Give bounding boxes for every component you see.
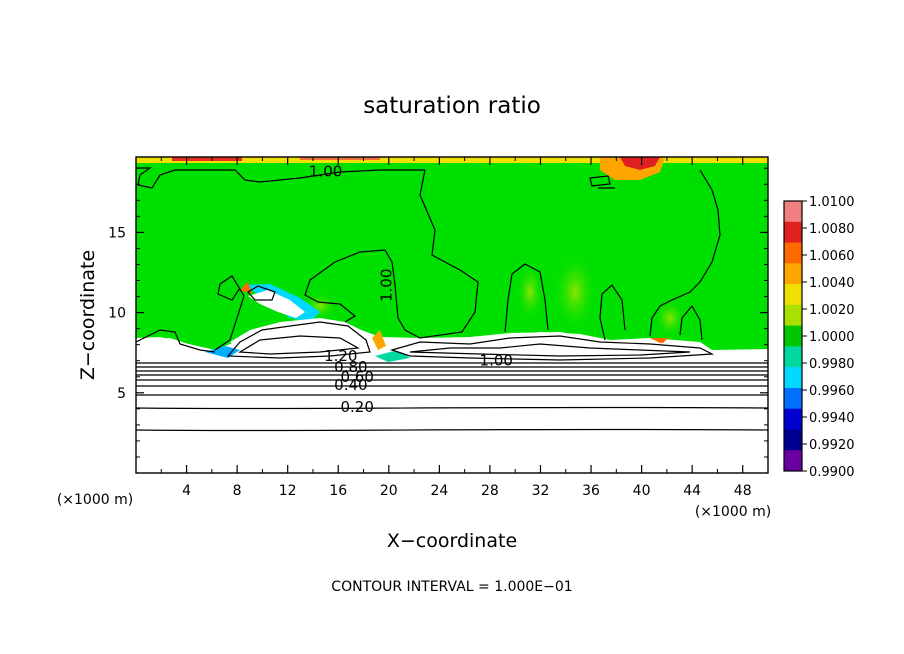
orange-fringe xyxy=(372,330,386,350)
x-tick-label: 12 xyxy=(279,483,297,499)
colorbar-swatch xyxy=(784,367,802,389)
colorbar-label: 1.0040 xyxy=(809,276,855,291)
x-tick-label: 28 xyxy=(481,483,499,499)
colorbar-label: 1.0000 xyxy=(809,330,855,345)
contour-line xyxy=(136,167,425,189)
colorbar-swatch xyxy=(784,284,802,306)
y-tick-label: 10 xyxy=(108,306,126,322)
orange-fringe xyxy=(650,338,668,344)
x-unit-right: (×1000 m) xyxy=(695,504,771,520)
contour-line xyxy=(136,366,768,368)
plot-frame xyxy=(135,156,769,474)
top-strip xyxy=(136,157,768,163)
contour-label: 1.00 xyxy=(309,162,342,180)
contour-label: 1.00 xyxy=(377,269,395,302)
x-axis-ticks: 4 8 12 16 20 24 28 32 36 40 44 48 xyxy=(160,157,752,499)
colorbar-label: 1.0080 xyxy=(809,222,855,237)
x-unit-left: (×1000 m) xyxy=(57,492,133,508)
colorbar-swatch xyxy=(784,242,802,264)
colorbar-label: 1.0020 xyxy=(809,303,855,318)
contour-line xyxy=(136,374,768,376)
cloud-blob xyxy=(136,338,200,356)
colorbar-swatch xyxy=(784,429,802,451)
x-tick-label: 40 xyxy=(633,483,651,499)
x-tick-label: 20 xyxy=(380,483,398,499)
x-tick-label: 24 xyxy=(430,483,448,499)
colorbar-swatch xyxy=(784,221,802,244)
contour-line xyxy=(589,175,611,187)
contour-line xyxy=(136,394,768,396)
colorbar-label: 0.9960 xyxy=(809,384,855,399)
colorbar-label: 1.0060 xyxy=(809,249,855,264)
contour-label: 1.00 xyxy=(480,352,513,370)
contour-line xyxy=(679,304,703,341)
colorbar-label: 0.9920 xyxy=(809,438,855,453)
contour-line xyxy=(649,169,721,337)
y-axis-ticks: 5 10 15 xyxy=(108,167,768,458)
colorbar: 1.0100 1.0080 1.0060 1.0040 1.0020 1.0000 0.99… xyxy=(783,195,855,480)
x-tick-label: 32 xyxy=(532,483,550,499)
plot-area xyxy=(136,157,768,473)
x-tick-label: 16 xyxy=(329,483,347,499)
colorbar-swatch xyxy=(784,263,802,285)
contour-interval-footer: CONTOUR INTERVAL = 1.000E−01 xyxy=(331,579,572,595)
x-tick-label: 48 xyxy=(734,483,752,499)
contour-label: 0.40 xyxy=(334,376,367,394)
colorbar-label: 0.9940 xyxy=(809,411,855,426)
contour-line xyxy=(247,285,276,301)
contour-line xyxy=(136,385,768,387)
contour-line xyxy=(238,335,360,355)
contour-line xyxy=(226,321,371,359)
contour-label: 0.80 xyxy=(334,358,367,376)
contour-line xyxy=(136,379,768,381)
contour-line xyxy=(389,335,715,361)
colorbar-label: 1.0100 xyxy=(809,195,855,210)
colorbar-swatch xyxy=(784,408,802,430)
colorbar-swatch xyxy=(784,387,802,410)
contour-line xyxy=(136,428,768,432)
y-axis-label: Z−coordinate xyxy=(77,250,99,380)
x-axis-label: X−coordinate xyxy=(387,530,517,552)
x-tick-label: 36 xyxy=(582,483,600,499)
yellow-patch xyxy=(553,252,597,332)
contour-line xyxy=(304,169,479,339)
cyan-fringe xyxy=(205,346,240,358)
contour-line xyxy=(504,263,549,333)
x-tick-label: 8 xyxy=(233,483,242,499)
contour-label: 0.20 xyxy=(340,398,373,416)
contour-line xyxy=(409,343,691,357)
y-tick-label: 5 xyxy=(117,386,126,402)
red-hotspot xyxy=(620,157,660,170)
top-strip-red xyxy=(172,157,242,161)
contour-line xyxy=(214,275,245,351)
yellow-patch xyxy=(654,298,686,338)
x-tick-label: 4 xyxy=(182,483,191,499)
contour-line xyxy=(136,362,768,364)
colorbar-swatch xyxy=(784,450,802,472)
colorbar-swatch xyxy=(784,346,802,368)
colorbar-label: 0.9900 xyxy=(809,465,855,480)
colorbar-swatch xyxy=(784,325,802,347)
y-tick-label: 15 xyxy=(108,225,126,241)
contour-label: 1.20 xyxy=(324,347,357,365)
contour-line xyxy=(599,284,626,341)
contour-lines xyxy=(136,167,768,432)
contour-line xyxy=(136,370,768,372)
colorbar-swatch xyxy=(784,201,802,223)
cloud-blob xyxy=(248,290,305,318)
top-strip-red xyxy=(300,157,380,160)
contour-line xyxy=(136,406,768,410)
chart-title: saturation ratio xyxy=(363,93,541,119)
contour-label: 0.60 xyxy=(340,368,373,386)
colorbar-label: 0.9980 xyxy=(809,357,855,372)
x-tick-label: 44 xyxy=(683,483,701,499)
yellow-patch xyxy=(516,262,544,322)
contour-line xyxy=(136,329,216,353)
colorbar-swatch xyxy=(784,304,802,327)
contour-labels: 1.00 1.00 1.00 1.200.800.600.40 0.20 xyxy=(309,162,513,416)
